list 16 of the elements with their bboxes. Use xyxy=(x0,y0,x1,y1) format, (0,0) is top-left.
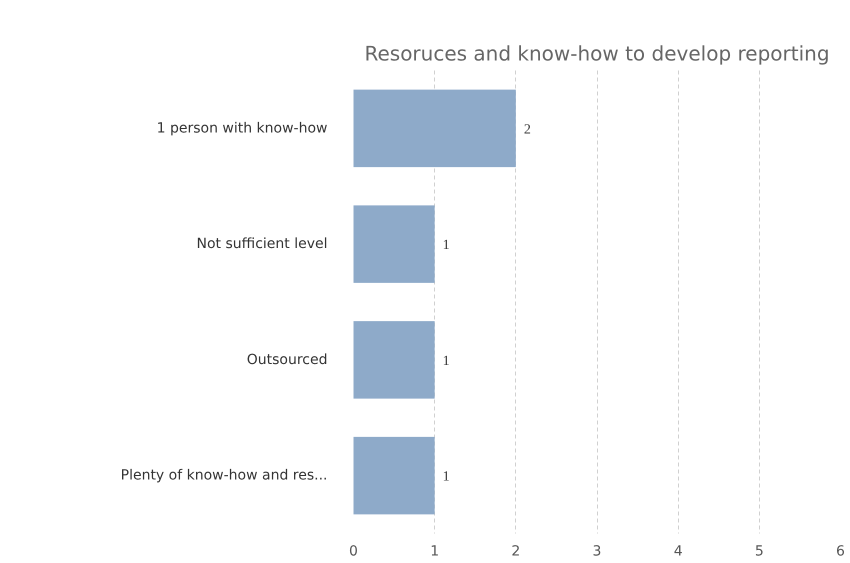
y-tick-label: Outsourced xyxy=(246,352,328,368)
data-label: 1 xyxy=(442,238,450,254)
x-tick-label: 3 xyxy=(592,544,602,560)
y-tick-label: Not sufficient level xyxy=(196,236,328,252)
x-tick-label: 0 xyxy=(349,544,358,560)
chart-title: Resoruces and know-how to develop reporting xyxy=(364,42,830,66)
x-tick-label: 5 xyxy=(754,544,764,560)
y-tick-label: 1 person with know-how xyxy=(156,120,328,136)
x-tick-label: 2 xyxy=(511,544,520,560)
x-tick-label: 1 xyxy=(430,544,440,560)
data-label: 1 xyxy=(442,354,450,369)
data-label: 2 xyxy=(524,122,531,138)
data-label: 1 xyxy=(442,470,450,485)
x-tick-label: 6 xyxy=(836,544,846,560)
x-tick-label: 4 xyxy=(674,544,683,560)
y-tick-label: Plenty of know-how and res... xyxy=(120,468,328,484)
